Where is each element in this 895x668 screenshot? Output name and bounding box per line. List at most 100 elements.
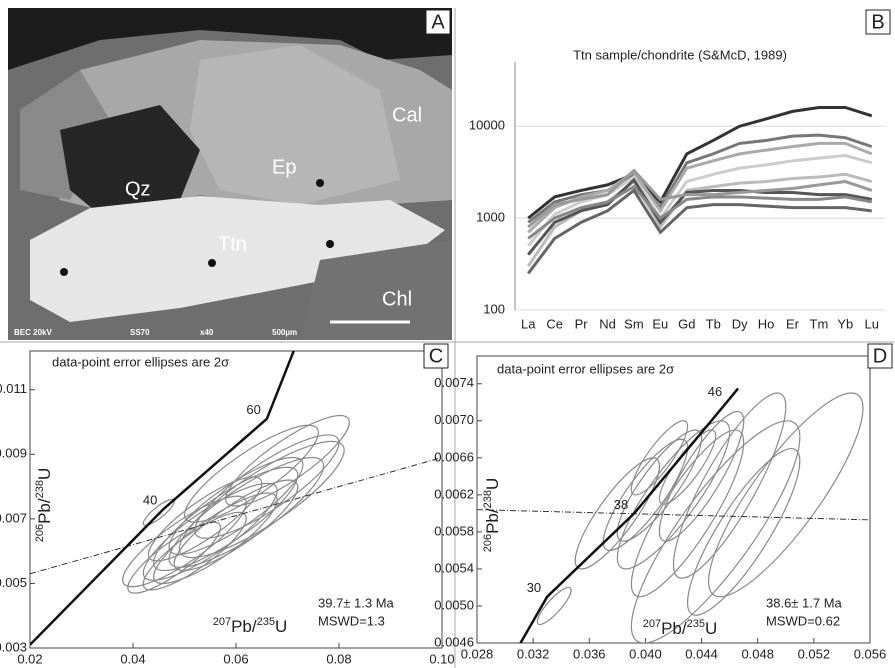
x-tick-label: 0.036 [573,646,606,661]
axis-label-superscript: 235 [257,616,275,628]
reference-line [30,457,442,575]
error-ellipse [194,434,340,539]
x-tick-label: 0.02 [17,651,42,666]
panel-label-box [865,9,891,35]
result-text: 38.6± 1.7 Ma [766,595,843,610]
error-ellipse [178,440,345,559]
axis-label-superscript: 235 [687,618,705,630]
y-tick-label: 0.009 [0,446,27,461]
x-tick-label: Ce [546,316,563,331]
y-tick-label: 0.007 [0,510,27,525]
x-tick-label: Gd [678,316,695,331]
y-tick-label: 0.0066 [434,449,474,464]
panel-label-box [425,9,451,35]
x-tick-label: 0.04 [120,651,145,666]
y-axis-label: 206Pb/238U [34,468,55,543]
error-ellipse [707,392,864,598]
error-ellipse [658,429,717,505]
x-tick-label: 0.10 [429,651,454,666]
axis-label-part: Pb/ [483,508,502,534]
error-ellipse [127,521,222,594]
error-ellipse [168,456,304,555]
result-text: MSWD=1.3 [318,613,385,628]
axis-label-superscript: 207 [643,618,661,630]
plot-frame [476,355,871,644]
x-tick-label: Pr [575,316,589,331]
x-tick-label: La [521,316,536,331]
x-tick-label: 0.08 [326,651,351,666]
x-tick-label: Yb [837,316,853,331]
panel-label: B [871,11,884,33]
y-tick-label: 0.0050 [434,597,474,612]
y-tick-label: 1000 [476,210,505,225]
annotation: data-point error ellipses are 2σ [497,361,674,376]
panel-label-box [867,343,893,369]
mineral-label: Cal [392,104,422,126]
x-axis-label: 207Pb/235U [213,616,288,637]
series-line [527,177,873,256]
error-ellipse [630,420,689,496]
panel-label: A [431,11,445,33]
scale-bar-text: BEC 20kV [14,328,52,337]
scale-bar-text: SS70 [130,328,150,337]
error-ellipse [616,420,731,570]
y-axis-label: 206Pb/238U [482,478,503,553]
age-label: 40 [143,493,157,508]
series-line [527,153,873,247]
error-ellipse [602,438,689,552]
x-tick-label: 0.048 [741,646,774,661]
error-ellipse [142,482,278,581]
error-ellipse [536,586,572,626]
series-line [527,141,873,234]
error-ellipse [183,424,319,523]
axis-label-part: U [275,617,287,636]
axis-label-superscript: 206 [34,524,46,542]
panel-label: D [873,345,887,367]
error-ellipse [630,429,745,598]
x-axis-label: 207Pb/235U [643,618,718,639]
axis-label-superscript: 238 [34,480,46,498]
x-tick-label: 0.052 [798,646,831,661]
x-tick-label: Tm [810,316,829,331]
annotation: data-point error ellipses are 2σ [52,354,229,369]
axis-label-part: U [35,468,54,480]
plot-area [477,387,870,643]
error-ellipse [147,476,263,562]
result-text: MSWD=0.62 [766,613,840,628]
x-tick-label: 0.044 [685,646,718,661]
error-ellipse [142,511,247,591]
mineral-label: Qz [125,178,151,200]
x-tick-label: Tb [706,316,721,331]
error-ellipse [168,456,325,568]
panel-a: Qz Ep Cal Ttn Chl BEC 20kV SS70 x40 500µm [14,104,422,337]
x-tick-label: Er [786,316,800,331]
series-line [527,168,873,229]
scale-bar-text: 500µm [272,328,297,337]
plot-area [30,351,442,646]
reference-line [477,509,870,521]
micrograph [8,8,452,340]
error-ellipse [672,392,787,579]
axis-label-part: Pb/ [661,619,687,638]
age-label: 38 [614,497,628,512]
panel-label: C [429,345,443,367]
error-ellipse [122,495,247,588]
y-tick-label: 100 [483,301,505,316]
axis-label-superscript: 206 [482,534,494,552]
age-label: 60 [246,402,260,417]
mineral-label: Ttn [218,233,247,255]
mineral-label: Ep [272,156,296,178]
x-tick-label: Lu [865,316,879,331]
concordia [519,387,740,643]
error-ellipse [225,414,350,507]
y-tick-label: 0.0074 [434,375,474,390]
mineral-label: Chl [382,288,412,310]
series-line [527,133,873,224]
axis-label-superscript: 207 [213,616,231,628]
x-tick-label: Eu [652,316,668,331]
series-line [526,172,873,267]
concordia [30,351,296,646]
axis-label-part: Pb/ [231,617,257,636]
axis-label-part: U [705,619,717,638]
